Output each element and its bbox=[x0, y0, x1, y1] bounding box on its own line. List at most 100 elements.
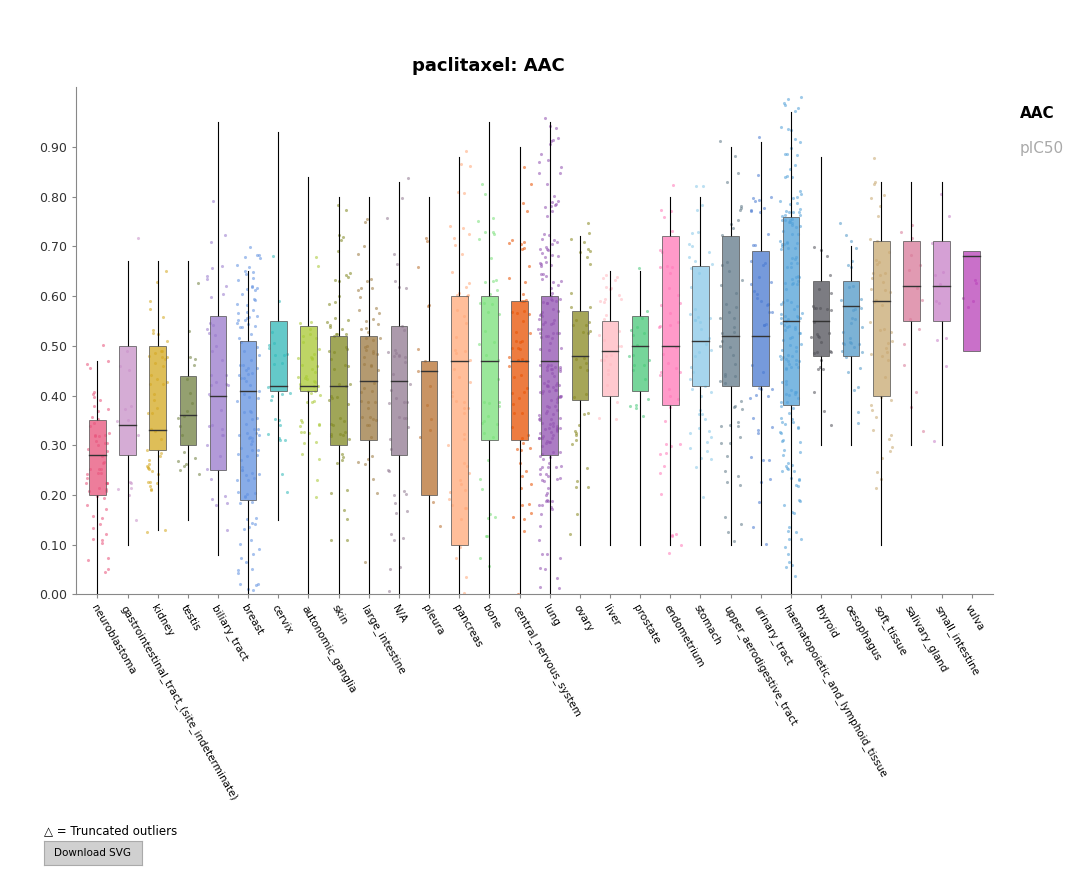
Point bbox=[322, 389, 339, 403]
Point bbox=[247, 319, 264, 333]
Point bbox=[96, 491, 113, 505]
Point bbox=[303, 362, 321, 376]
Point bbox=[328, 391, 346, 405]
Point bbox=[470, 214, 488, 228]
Point bbox=[236, 371, 253, 385]
Point bbox=[784, 205, 802, 218]
Point bbox=[908, 385, 925, 399]
Point bbox=[711, 339, 729, 353]
Point bbox=[359, 395, 376, 409]
Point bbox=[533, 547, 551, 561]
Point bbox=[363, 384, 381, 398]
Point bbox=[805, 346, 823, 360]
Point bbox=[239, 316, 256, 330]
Point bbox=[139, 461, 156, 475]
Point bbox=[711, 135, 729, 149]
Point bbox=[712, 228, 730, 242]
Point bbox=[77, 475, 95, 489]
Point bbox=[303, 352, 321, 366]
Point bbox=[542, 357, 560, 371]
Point bbox=[552, 459, 570, 473]
Point bbox=[688, 203, 706, 217]
Point bbox=[852, 293, 870, 307]
Point bbox=[548, 378, 565, 392]
Point bbox=[663, 260, 681, 274]
Point bbox=[141, 457, 158, 471]
Point bbox=[231, 538, 249, 551]
Point bbox=[548, 326, 565, 340]
Point bbox=[783, 218, 801, 232]
Point bbox=[779, 293, 796, 307]
Point bbox=[771, 234, 789, 248]
Point bbox=[631, 261, 648, 275]
Point bbox=[786, 464, 803, 478]
Point bbox=[540, 434, 558, 448]
Point bbox=[782, 360, 800, 374]
Point bbox=[326, 295, 344, 309]
Point bbox=[337, 203, 355, 217]
Point bbox=[278, 485, 296, 499]
Point bbox=[548, 295, 565, 309]
Point bbox=[772, 399, 790, 413]
Point bbox=[661, 306, 679, 320]
Point bbox=[217, 368, 235, 382]
Point bbox=[549, 403, 566, 417]
Point bbox=[841, 331, 859, 345]
Point bbox=[531, 342, 549, 356]
Point bbox=[250, 468, 267, 482]
Point bbox=[774, 434, 791, 448]
Point bbox=[82, 462, 99, 476]
Point bbox=[79, 471, 96, 485]
Point bbox=[727, 369, 744, 383]
Point bbox=[233, 320, 251, 334]
Point bbox=[792, 90, 810, 104]
Point bbox=[503, 306, 520, 320]
Point bbox=[774, 213, 791, 227]
Point bbox=[199, 269, 216, 283]
Point bbox=[778, 374, 795, 388]
Point bbox=[561, 527, 578, 541]
Point bbox=[711, 311, 729, 325]
Point bbox=[812, 335, 829, 349]
Point bbox=[698, 444, 716, 458]
Point bbox=[805, 385, 823, 399]
Point bbox=[513, 334, 530, 348]
Point bbox=[460, 275, 478, 289]
Point bbox=[865, 295, 883, 309]
Point bbox=[302, 350, 320, 364]
Point bbox=[183, 396, 201, 410]
Point bbox=[719, 254, 736, 268]
Point bbox=[334, 453, 351, 467]
Point bbox=[460, 227, 478, 241]
Point bbox=[862, 191, 879, 205]
Point bbox=[298, 394, 315, 408]
Point bbox=[328, 327, 346, 341]
Point bbox=[621, 349, 638, 363]
Point bbox=[563, 300, 580, 314]
Point bbox=[669, 392, 686, 406]
Point bbox=[238, 310, 255, 324]
Point bbox=[521, 476, 539, 490]
Point bbox=[392, 560, 409, 574]
Point bbox=[612, 339, 630, 353]
Point bbox=[243, 431, 261, 445]
Point bbox=[531, 357, 549, 371]
Point bbox=[543, 293, 561, 307]
Point bbox=[334, 447, 351, 461]
Point bbox=[271, 433, 288, 447]
Point bbox=[482, 251, 500, 265]
Point bbox=[911, 323, 928, 336]
Point bbox=[786, 240, 803, 254]
Point bbox=[862, 282, 879, 296]
Point bbox=[774, 376, 791, 390]
Point bbox=[669, 316, 686, 329]
Point bbox=[368, 347, 385, 361]
Point bbox=[187, 452, 204, 466]
Point bbox=[431, 518, 448, 532]
Point bbox=[565, 391, 583, 405]
Point bbox=[686, 302, 704, 316]
Point bbox=[546, 313, 563, 327]
Point bbox=[748, 168, 766, 182]
Point bbox=[787, 219, 804, 233]
Bar bbox=[119, 346, 136, 455]
